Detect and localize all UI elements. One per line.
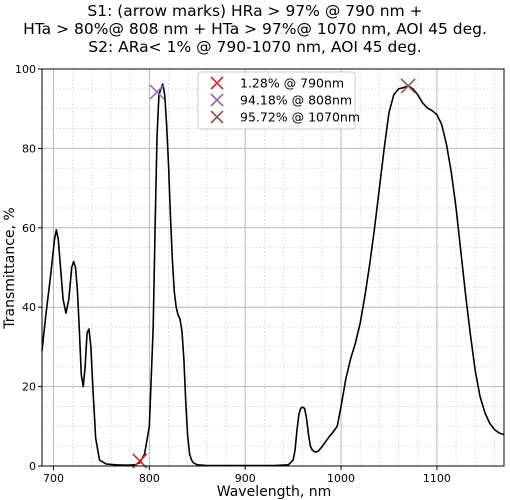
legend-marker-2 [210, 110, 224, 124]
y-tick-label: 100 [15, 63, 36, 76]
y-tick-label: 80 [22, 142, 36, 155]
axes: 700 800 900 1000 1100 0 20 40 60 80 100 [15, 63, 505, 485]
legend-marker-0-stroke-b [210, 76, 224, 90]
y-axis-label: Transmittance, % [2, 207, 18, 329]
plot-frame [41, 68, 505, 467]
marker-point-2-stroke-b [400, 78, 416, 94]
legend-marker-1-stroke-b [210, 93, 224, 107]
x-tick-label: 1100 [423, 472, 451, 485]
chart-title-line-3: S2: ARa< 1% @ 790-1070 nm, AOI 45 deg. [88, 38, 422, 56]
x-axis-label: Wavelength, nm [217, 484, 331, 500]
y-tick-label: 40 [22, 301, 36, 314]
series-lines [41, 83, 505, 467]
marker-point-1-stroke-b [149, 84, 165, 100]
x-tick-label: 800 [139, 472, 160, 485]
legend: 1.28% @ 790nm 94.18% @ 808nm 95.72% @ 1070… [197, 71, 360, 130]
legend-entry-label: 95.72% @ 1070nm [240, 110, 360, 125]
y-tick-label: 20 [22, 381, 36, 394]
legend-marker-2-stroke-b [210, 110, 224, 124]
legend-marker-1 [210, 93, 224, 107]
legend-marker-0 [210, 76, 224, 90]
legend-box [197, 71, 356, 130]
series-line-0 [41, 83, 505, 467]
y-tick-label: 60 [22, 222, 36, 235]
x-tick-label: 700 [43, 472, 64, 485]
legend-entry-label: 1.28% @ 790nm [240, 76, 344, 91]
chart-title-line-2: HTa > 80%@ 808 nm + HTa > 97%@ 1070 nm, … [23, 20, 487, 38]
x-tick-label: 900 [235, 472, 256, 485]
chart-title-line-1: S1: (arrow marks) HRa > 97% @ 790 nm + [87, 2, 423, 20]
data-markers [132, 78, 416, 469]
y-tick-label: 0 [29, 460, 36, 473]
legend-entry-label: 94.18% @ 808nm [240, 93, 352, 108]
marker-point-1 [149, 84, 165, 100]
marker-point-2 [400, 78, 416, 94]
x-tick-label: 1000 [327, 472, 355, 485]
